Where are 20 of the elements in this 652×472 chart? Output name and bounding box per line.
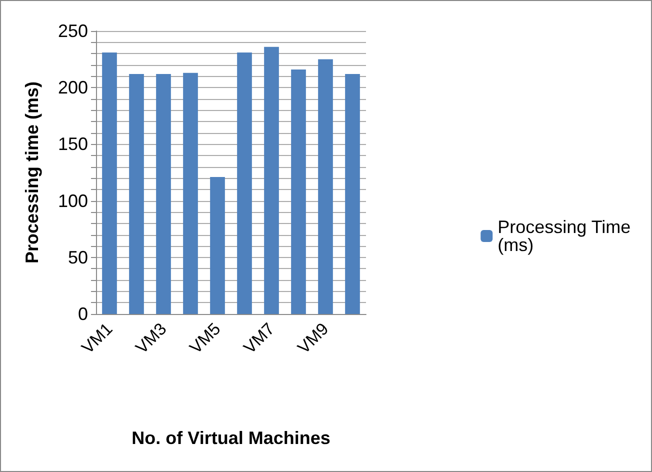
y-tick-label: 250 xyxy=(58,21,88,41)
y-tick-label: 100 xyxy=(58,190,88,211)
bar xyxy=(291,69,306,314)
x-axis-title: No. of Virtual Machines xyxy=(132,428,330,448)
bar xyxy=(318,59,333,314)
bar xyxy=(183,72,198,314)
y-tick-label: 200 xyxy=(58,78,88,98)
y-tick-label: 50 xyxy=(68,247,88,268)
bar xyxy=(210,177,225,314)
bar xyxy=(156,74,171,314)
x-tick-label: VM3 xyxy=(132,319,170,358)
bar xyxy=(264,46,279,314)
y-tick-label: 150 xyxy=(58,134,88,154)
bar xyxy=(345,74,360,314)
bar xyxy=(129,74,144,314)
bar xyxy=(237,52,252,314)
y-axis-title: Processing time (ms) xyxy=(22,81,42,264)
bar xyxy=(102,52,117,314)
x-tick-label: VM9 xyxy=(294,319,332,358)
legend-label: Processing Time (ms) xyxy=(498,217,636,255)
